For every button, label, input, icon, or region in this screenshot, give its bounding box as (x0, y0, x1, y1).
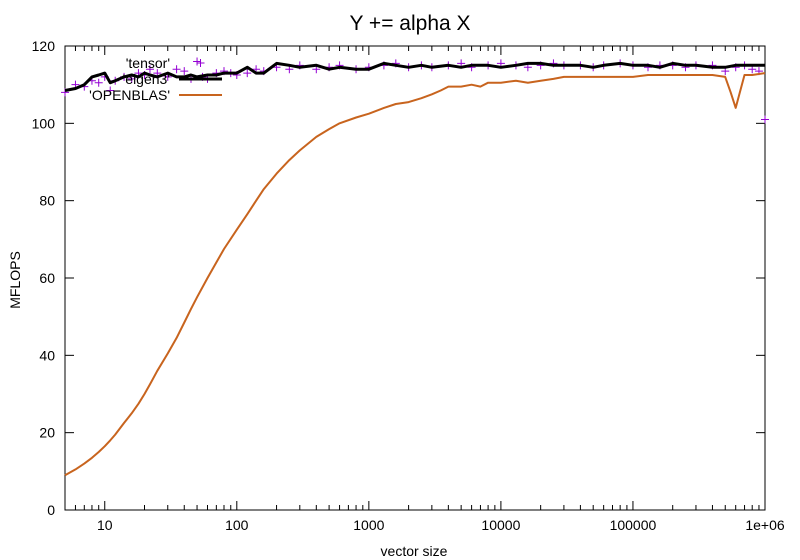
y-tick-label: 40 (39, 347, 55, 363)
data-point-tensor (172, 65, 181, 74)
data-point-tensor (106, 86, 115, 95)
data-point-tensor (145, 65, 154, 74)
legend-label-tensor: 'tensor' (126, 55, 170, 71)
y-tick-label: 120 (32, 38, 56, 54)
plot-frame (64, 45, 766, 511)
y-tick-label: 80 (39, 193, 55, 209)
x-axis-label: vector size (381, 543, 448, 559)
y-axis-ticks: 0 20 40 60 80 100 120 (32, 38, 765, 518)
chart-title: Y += alpha X (349, 12, 470, 35)
series-eigen3-line (64, 61, 765, 92)
data-point-tensor (193, 57, 202, 66)
legend-label-openblas: 'OPENBLAS' (89, 87, 170, 103)
y-tick-label: 60 (39, 270, 55, 286)
data-point-tensor (243, 69, 252, 78)
x-axis-ticks: 10 100 1000 10000 100000 1e+06 (64, 46, 785, 533)
x-tick-label: 1e+06 (745, 517, 785, 533)
data-point-tensor (761, 115, 769, 124)
legend: 'tensor''eigen3''OPENBLAS' (89, 55, 222, 103)
data-point-tensor (180, 67, 189, 76)
y-tick-label: 100 (32, 115, 56, 131)
y-tick-label: 20 (39, 425, 55, 441)
x-tick-label: 100 (225, 517, 249, 533)
y-axis-label: MFLOPS (7, 251, 23, 309)
series-openblas-line (64, 72, 766, 477)
legend-swatch-tensor (196, 59, 205, 67)
data-point-tensor (94, 78, 103, 87)
x-tick-label: 1000 (353, 517, 384, 533)
x-tick-label: 100000 (610, 517, 657, 533)
x-tick-label: 10000 (481, 517, 520, 533)
y-tick-label: 0 (47, 502, 55, 518)
series-layer (61, 57, 769, 477)
legend-label-eigen3: 'eigen3' (123, 71, 170, 87)
x-tick-label: 10 (97, 517, 113, 533)
axes (64, 45, 766, 511)
